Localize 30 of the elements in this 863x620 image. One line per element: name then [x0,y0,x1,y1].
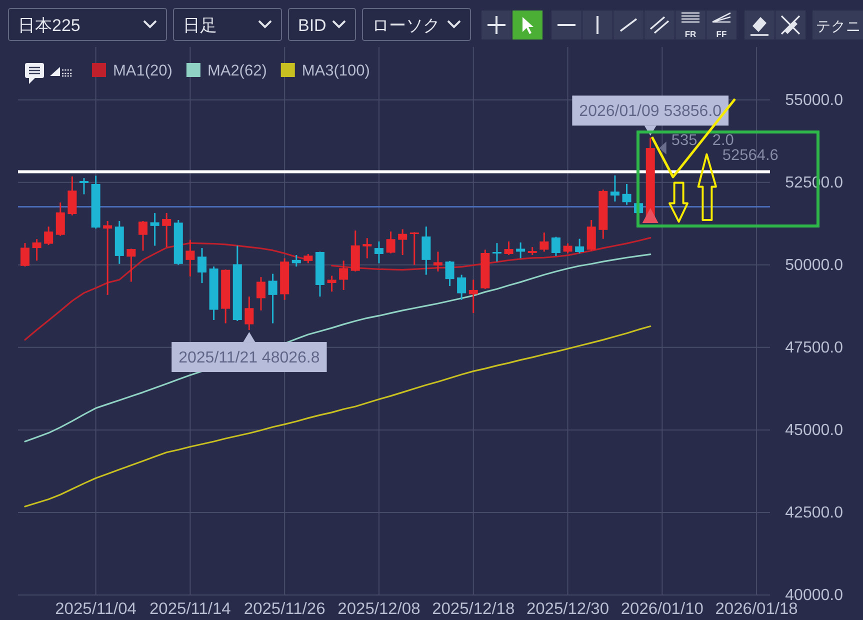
x-tick-label: 2025/11/26 [244,600,326,618]
legend-label: MA3(100) [302,62,370,80]
icon-fr: FR [674,10,706,40]
button: テクニ [812,10,863,40]
legend-label: MA1(20) [113,62,172,80]
dropdown-instrument: 日本225 [8,8,167,41]
annotation: 52564.6 [722,147,778,164]
dropdown: 日足 [173,8,282,41]
icon-ff: FF [706,10,738,40]
x-tick-label: 2025/11/14 [150,600,231,618]
dropdown: BID [288,8,356,41]
legend-label: MA2(62) [207,62,267,80]
annotation: 2026/01/09 53856.0 [579,103,722,120]
x-tick-label: 2025/12/08 [338,600,420,618]
legend-item: MA2(62) [186,62,267,80]
x-tick-label: 2025/11/04 [55,600,136,618]
annotation: 2025/11/21 48026.8 [178,350,320,367]
tooltip: 2025/11/21 48026.8 [172,332,327,372]
x-tick-label: 2025/12/18 [432,600,515,618]
y-tick-label: 50000.0 [785,256,844,274]
y-tick-label: 55000.0 [785,91,844,108]
y-tick-label: 45000.0 [785,421,844,438]
x-tick-label: 2025/12/30 [526,600,610,618]
dropdown: ローソク [362,8,471,41]
y-tick-label: 47500.0 [785,338,844,356]
legend-item: MA3(100) [280,62,370,80]
x-tick-label: 2026/01/10 [620,600,704,618]
y-tick-label: 42500.0 [785,504,844,521]
legend-item: MA1(20) [92,62,172,80]
chart-title: 日本225 [18,16,80,35]
